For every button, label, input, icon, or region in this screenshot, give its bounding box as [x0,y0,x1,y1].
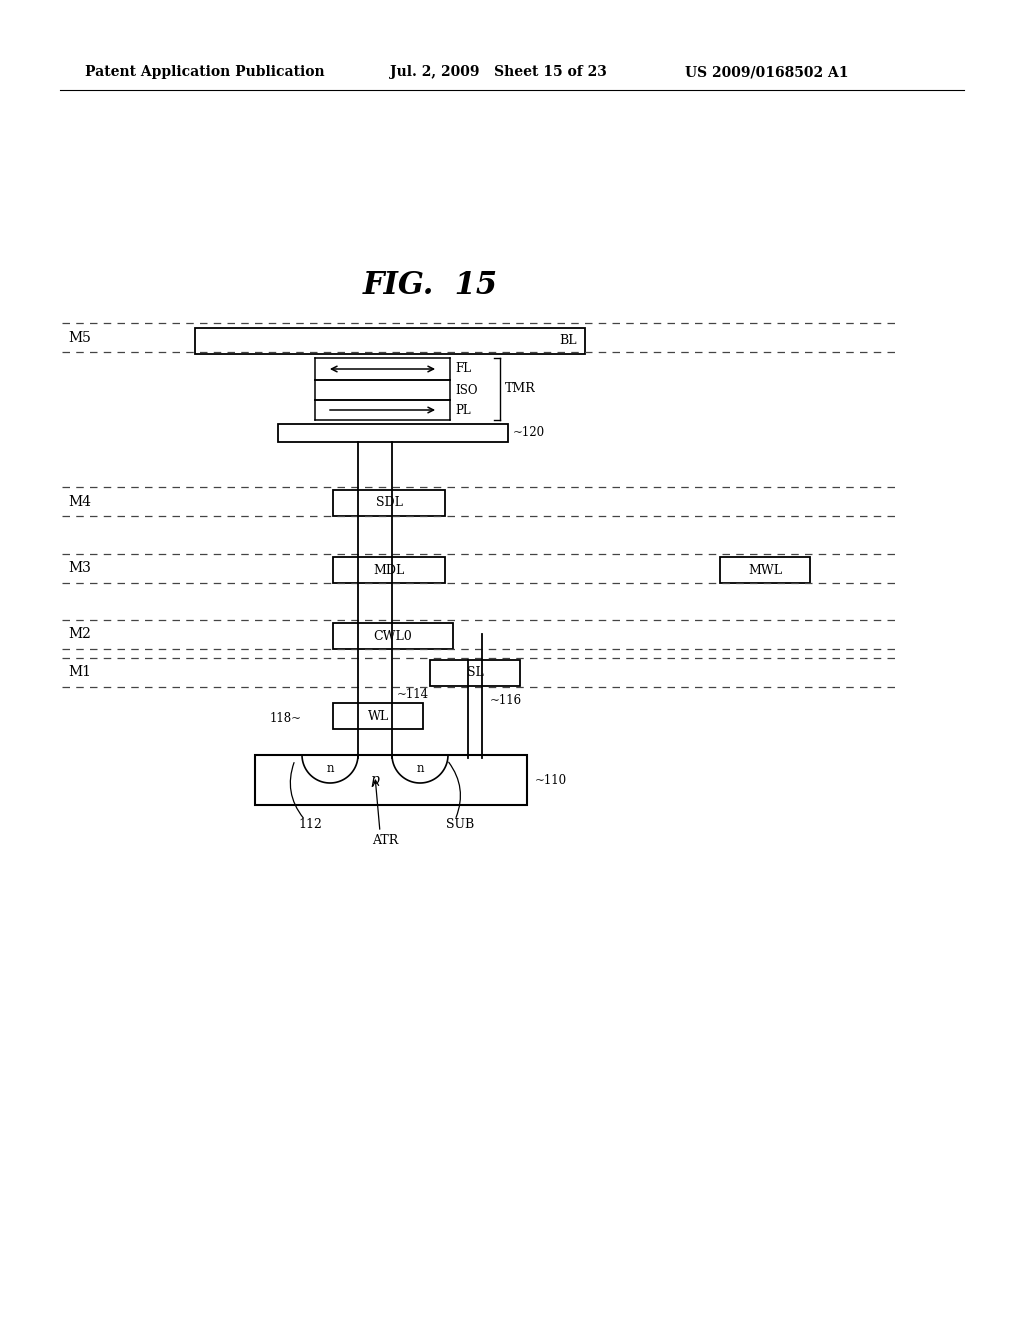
Text: M5: M5 [68,330,91,345]
Text: 118~: 118~ [270,711,302,725]
Text: M2: M2 [68,627,91,642]
Text: ATR: ATR [372,833,398,846]
Text: M3: M3 [68,561,91,576]
Text: ~120: ~120 [513,426,545,440]
Bar [278,424,508,442]
Text: SL: SL [467,667,483,680]
Text: ~110: ~110 [535,774,567,787]
Text: SDL: SDL [376,496,402,510]
Text: WL: WL [368,710,388,722]
Text: Jul. 2, 2009   Sheet 15 of 23: Jul. 2, 2009 Sheet 15 of 23 [390,65,607,79]
Text: 112: 112 [298,818,322,832]
Text: n: n [327,763,334,776]
Text: M4: M4 [68,495,91,508]
Text: ~116: ~116 [490,693,522,706]
Text: FIG.  15: FIG. 15 [362,269,498,301]
Text: CWL0: CWL0 [374,630,413,643]
Bar [430,660,520,686]
Text: ISO: ISO [455,384,477,396]
Text: p: p [371,774,380,787]
Text: TMR: TMR [505,383,536,396]
Text: FL: FL [455,363,471,375]
Text: n: n [416,763,424,776]
Text: MDL: MDL [374,564,404,577]
Bar [195,327,585,354]
Text: MWL: MWL [748,564,782,577]
Bar [333,557,445,583]
Text: Patent Application Publication: Patent Application Publication [85,65,325,79]
Text: SUB: SUB [445,818,474,832]
Text: BL: BL [559,334,577,347]
Text: PL: PL [455,404,471,417]
Bar [255,755,527,805]
Bar [333,490,445,516]
Bar [333,623,453,649]
Text: M1: M1 [68,665,91,680]
Text: ~114: ~114 [397,688,429,701]
Bar [333,704,423,729]
Text: US 2009/0168502 A1: US 2009/0168502 A1 [685,65,849,79]
Bar [720,557,810,583]
